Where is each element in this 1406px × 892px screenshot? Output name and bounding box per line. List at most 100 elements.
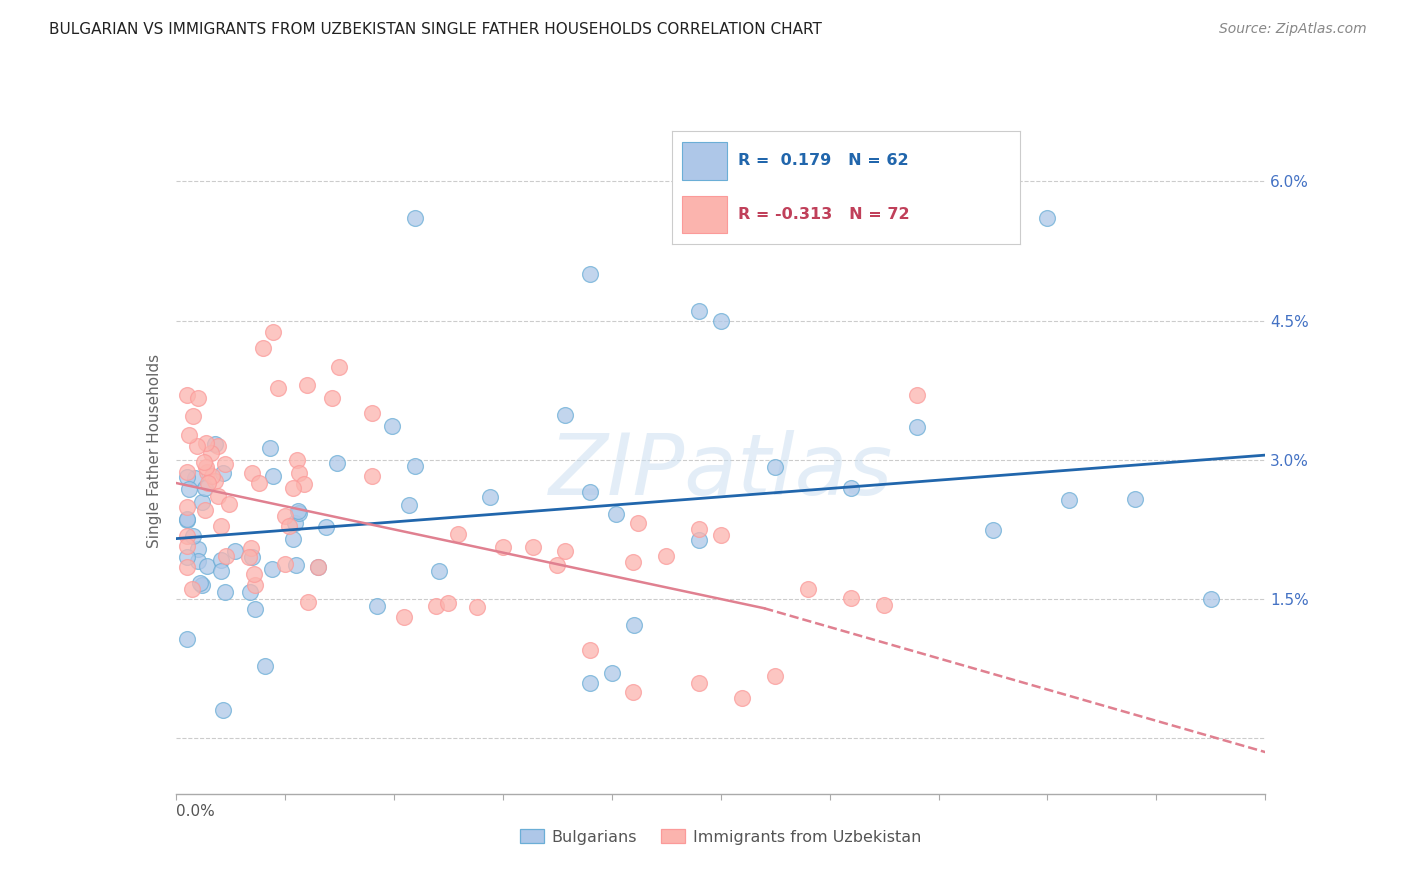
Y-axis label: Single Father Households: Single Father Households: [146, 353, 162, 548]
Point: [307, 559, 329, 574]
Point: [176, 512, 198, 526]
Point: [360, 406, 382, 420]
Text: BULGARIAN VS IMMIGRANTS FROM UZBEKISTAN SINGLE FATHER HOUSEHOLDS CORRELATION CHA: BULGARIAN VS IMMIGRANTS FROM UZBEKISTAN …: [49, 22, 823, 37]
Point: [284, 516, 307, 531]
Point: [201, 469, 224, 483]
Point: [1036, 211, 1059, 226]
Point: [262, 468, 284, 483]
Point: [579, 675, 602, 690]
Point: [405, 211, 427, 226]
Point: [224, 544, 246, 558]
Point: [295, 378, 318, 392]
Point: [194, 435, 217, 450]
Point: [179, 482, 201, 496]
Point: [981, 523, 1004, 537]
Point: [328, 359, 350, 374]
Point: [181, 409, 204, 423]
Point: [180, 582, 202, 597]
Point: [176, 632, 198, 646]
Point: [797, 582, 820, 596]
Point: [321, 391, 343, 405]
Point: [260, 562, 283, 576]
Point: [437, 596, 460, 610]
Point: [188, 576, 211, 591]
Point: [215, 549, 238, 563]
Point: [197, 476, 219, 491]
Point: [284, 558, 307, 572]
Point: [176, 513, 198, 527]
Point: [274, 557, 297, 571]
Point: [905, 388, 928, 402]
Point: [212, 703, 235, 717]
Point: [176, 388, 198, 402]
Legend: Bulgarians, Immigrants from Uzbekistan: Bulgarians, Immigrants from Uzbekistan: [513, 822, 928, 851]
Point: [238, 549, 260, 564]
Point: [214, 585, 236, 599]
Point: [688, 533, 710, 547]
Point: [287, 504, 309, 518]
Point: [361, 468, 384, 483]
Point: [398, 498, 420, 512]
Point: [176, 539, 198, 553]
Point: [194, 482, 217, 496]
Point: [307, 559, 329, 574]
Point: [207, 439, 229, 453]
Point: [841, 481, 863, 495]
Point: [1123, 492, 1146, 507]
Point: [204, 474, 226, 488]
Point: [554, 544, 576, 558]
Point: [177, 427, 200, 442]
Point: [274, 508, 297, 523]
Point: [243, 566, 266, 581]
Point: [193, 455, 215, 469]
Point: [297, 594, 319, 608]
Point: [176, 549, 198, 564]
Point: [194, 503, 217, 517]
Point: [262, 325, 284, 339]
Point: [259, 442, 281, 456]
Point: [239, 541, 262, 555]
Point: [405, 459, 427, 474]
Point: [288, 466, 311, 480]
Point: [184, 471, 207, 485]
Point: [315, 519, 337, 533]
Point: [212, 466, 235, 480]
Point: [465, 599, 488, 614]
Point: [621, 555, 644, 569]
Point: [277, 519, 299, 533]
Point: [627, 516, 650, 531]
Point: [195, 559, 218, 574]
Point: [240, 466, 263, 480]
Point: [200, 445, 222, 459]
Point: [1199, 591, 1222, 606]
Point: [292, 477, 315, 491]
Point: [209, 564, 232, 578]
Text: Source: ZipAtlas.com: Source: ZipAtlas.com: [1219, 22, 1367, 37]
Point: [176, 560, 198, 574]
Point: [204, 437, 226, 451]
Point: [623, 617, 645, 632]
Point: [579, 643, 602, 657]
Point: [554, 408, 576, 422]
Point: [187, 391, 209, 405]
Point: [176, 500, 198, 515]
Point: [394, 610, 416, 624]
Point: [1057, 492, 1080, 507]
Point: [366, 599, 388, 614]
Point: [427, 564, 450, 578]
Point: [710, 313, 733, 327]
Point: [446, 526, 468, 541]
Point: [281, 533, 304, 547]
Point: [191, 578, 214, 592]
Point: [176, 465, 198, 479]
Point: [288, 506, 311, 520]
Point: [688, 304, 710, 318]
Point: [186, 439, 208, 453]
Point: [688, 675, 710, 690]
Point: [579, 267, 602, 281]
Point: [905, 419, 928, 434]
Point: [763, 459, 786, 474]
Point: [841, 591, 863, 605]
Point: [247, 476, 270, 491]
Point: [710, 528, 733, 542]
